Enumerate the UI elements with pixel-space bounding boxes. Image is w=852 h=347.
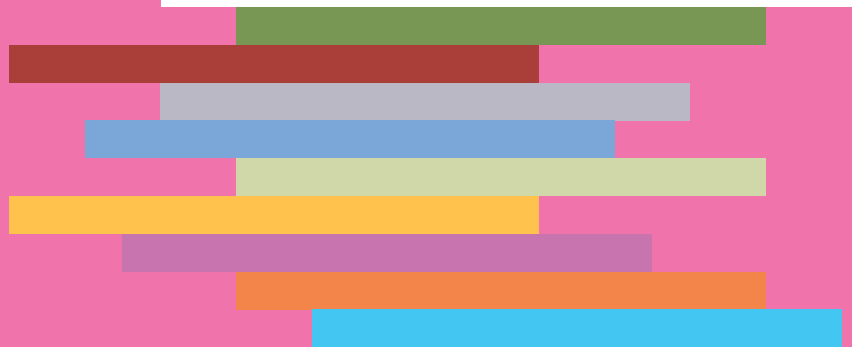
horizontal-bar-1 xyxy=(236,7,766,45)
horizontal-bar-7 xyxy=(122,234,652,272)
horizontal-bar-9 xyxy=(312,309,842,347)
horizontal-bar-8 xyxy=(236,272,766,310)
top-white-strip xyxy=(161,0,852,7)
horizontal-bar-4 xyxy=(85,120,615,158)
horizontal-bar-2 xyxy=(9,45,539,83)
horizontal-bar-5 xyxy=(236,158,766,196)
horizontal-bar-3 xyxy=(160,83,690,121)
horizontal-bar-6 xyxy=(9,196,539,234)
